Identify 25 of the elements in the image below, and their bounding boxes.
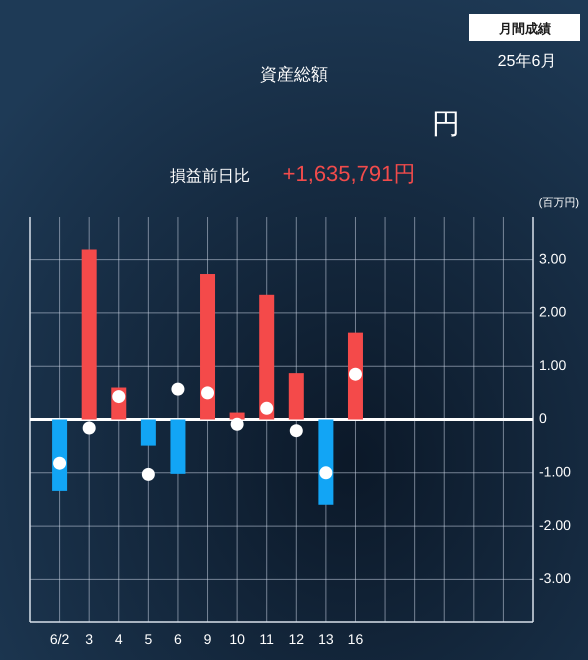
x-tick-label: 6	[174, 631, 182, 647]
y-tick-label: 2.00	[539, 304, 566, 320]
y-tick-label: -2.00	[539, 516, 572, 533]
x-tick-label: 4	[114, 631, 123, 647]
y-tick-label: 1.00	[539, 356, 566, 373]
y-tick-label: 3.00	[539, 250, 566, 266]
x-tick-label: 13	[318, 631, 334, 647]
x-tick-label: 10	[229, 631, 246, 647]
x-tick-label: 9	[204, 631, 212, 647]
text: 25年6月	[498, 53, 556, 70]
x-tick-label: 5	[144, 631, 152, 647]
y-tick-label: -1.00	[539, 463, 572, 480]
y-axis-title: (百万円)	[538, 197, 579, 209]
text: 月間成績	[498, 21, 551, 36]
x-tick-label: 6/2	[50, 631, 70, 647]
x-tick-label: 11	[259, 631, 274, 647]
chart-title: 資産総額	[260, 65, 328, 84]
text: 損益前日比	[170, 167, 250, 185]
text: +1,635,791円	[282, 161, 416, 186]
x-tick-label: 12	[288, 631, 304, 647]
y-tick-label: 0	[539, 410, 547, 426]
y-tick-label: -3.00	[539, 570, 572, 586]
text: 円	[432, 108, 460, 139]
x-tick-label: 16	[348, 631, 364, 647]
x-tick-label: 3	[85, 631, 94, 647]
